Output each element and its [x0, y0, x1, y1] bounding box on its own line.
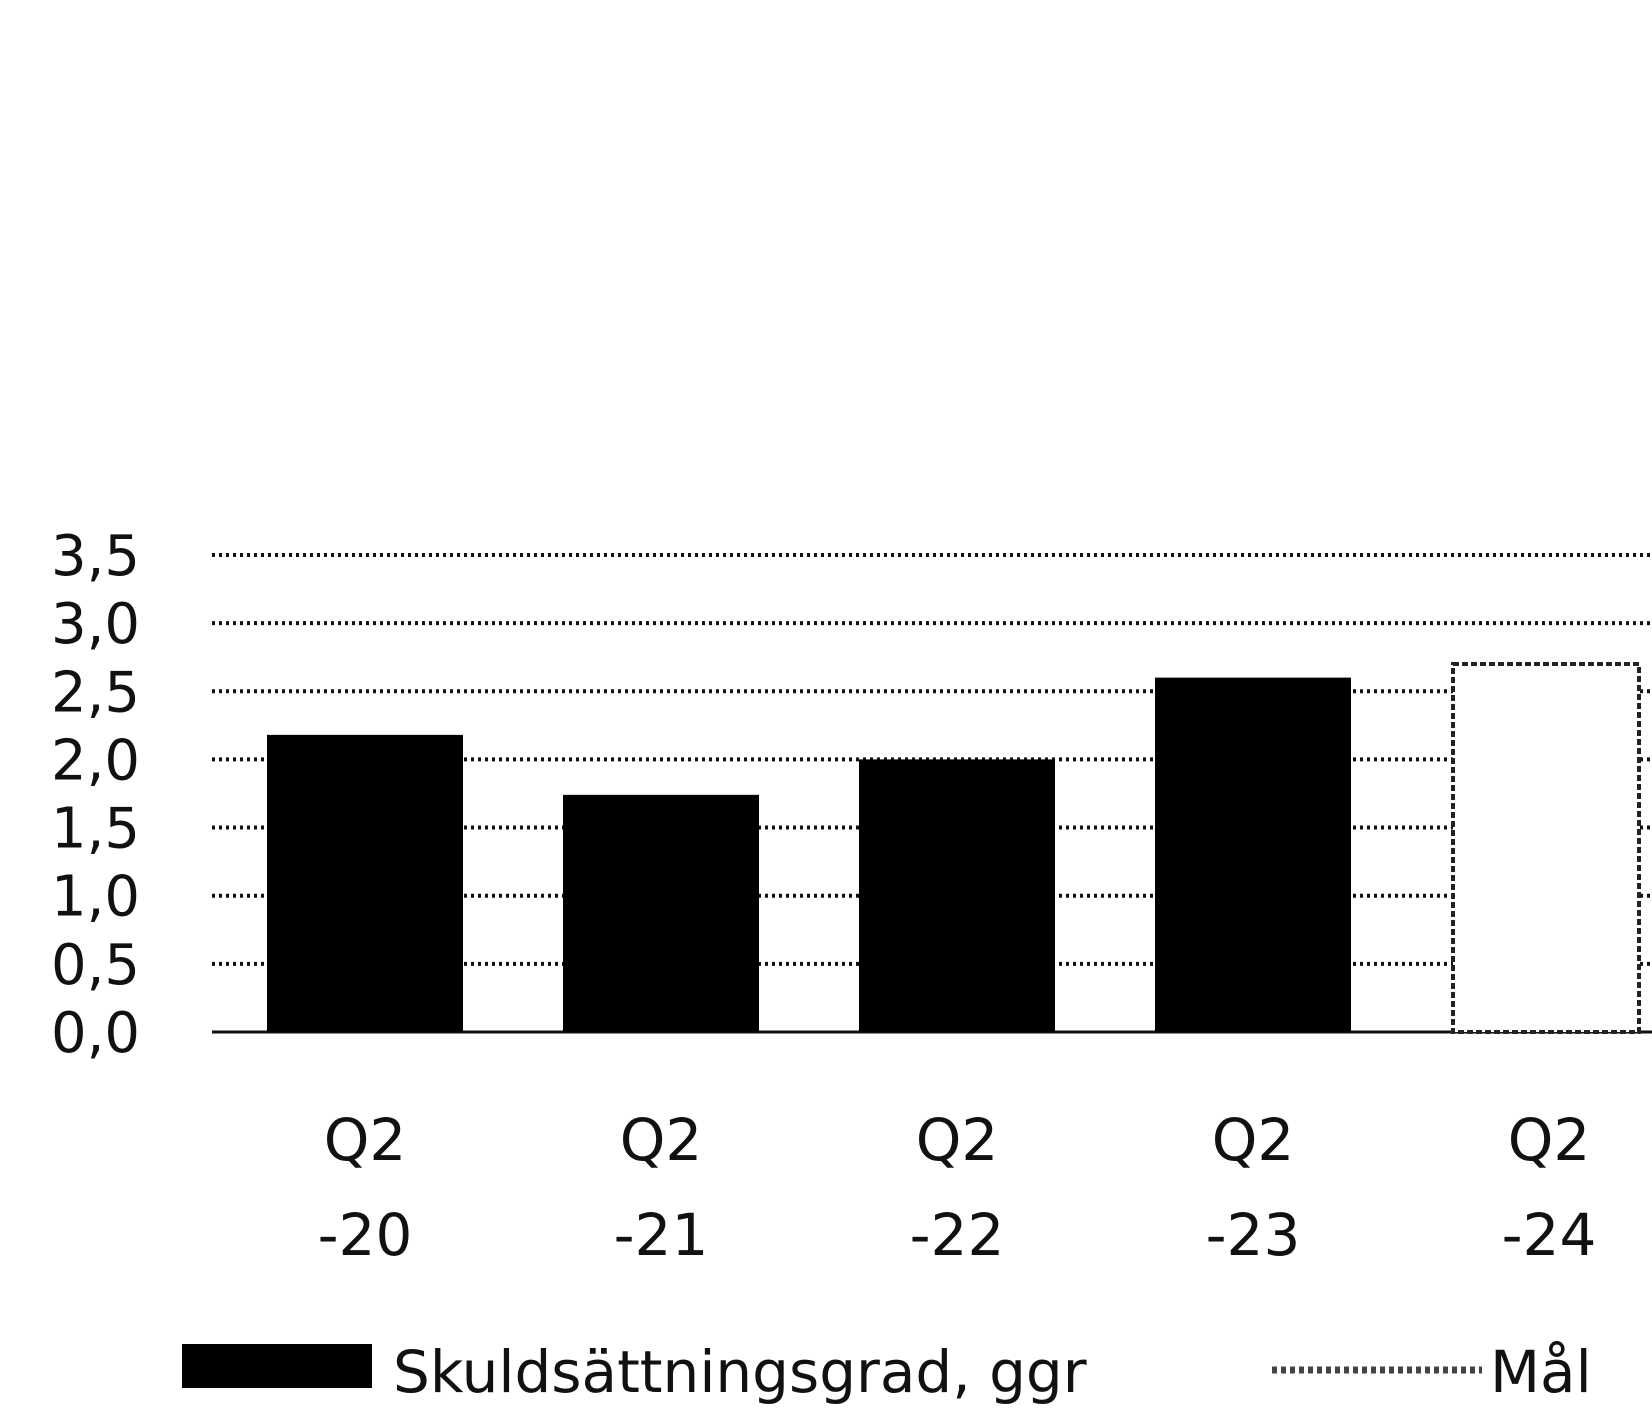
bar [267, 734, 463, 1032]
x-tick-label: Q2 [1212, 1106, 1295, 1174]
y-tick-label: 3,5 [51, 524, 140, 589]
x-tick-label: -24 [1502, 1201, 1597, 1269]
bars [267, 661, 1641, 1034]
y-tick-label: 2,0 [51, 728, 140, 793]
legend-swatch-series [182, 1344, 372, 1388]
y-axis: 0,00,51,01,52,02,53,03,5 [51, 524, 140, 1066]
bar [859, 759, 1055, 1032]
legend: Skuldsättningsgrad, ggr Mål [182, 1338, 1592, 1406]
x-tick-label: -23 [1206, 1201, 1301, 1269]
y-tick-label: 0,5 [51, 933, 140, 998]
x-tick-label: -22 [910, 1201, 1005, 1269]
bar [1155, 677, 1351, 1032]
x-tick-label: Q2 [620, 1106, 703, 1174]
y-tick-label: 2,5 [51, 660, 140, 725]
bar [563, 794, 759, 1032]
y-tick-label: 1,5 [51, 797, 140, 862]
y-tick-label: 1,0 [51, 865, 140, 930]
x-axis: Q2 -20 Q2 -21 Q2 -22 Q2 -23 Q2 -24 [318, 1106, 1597, 1269]
x-tick-label: -21 [614, 1201, 709, 1269]
target-bar [1451, 661, 1641, 1034]
legend-label-series: Skuldsättningsgrad, ggr [393, 1338, 1087, 1406]
x-tick-label: -20 [318, 1201, 413, 1269]
legend-label-target: Mål [1490, 1338, 1592, 1406]
y-tick-label: 0,0 [51, 1001, 140, 1066]
y-tick-label: 3,0 [51, 592, 140, 657]
x-tick-label: Q2 [324, 1106, 407, 1174]
x-tick-label: Q2 [1508, 1106, 1591, 1174]
x-tick-label: Q2 [916, 1106, 999, 1174]
